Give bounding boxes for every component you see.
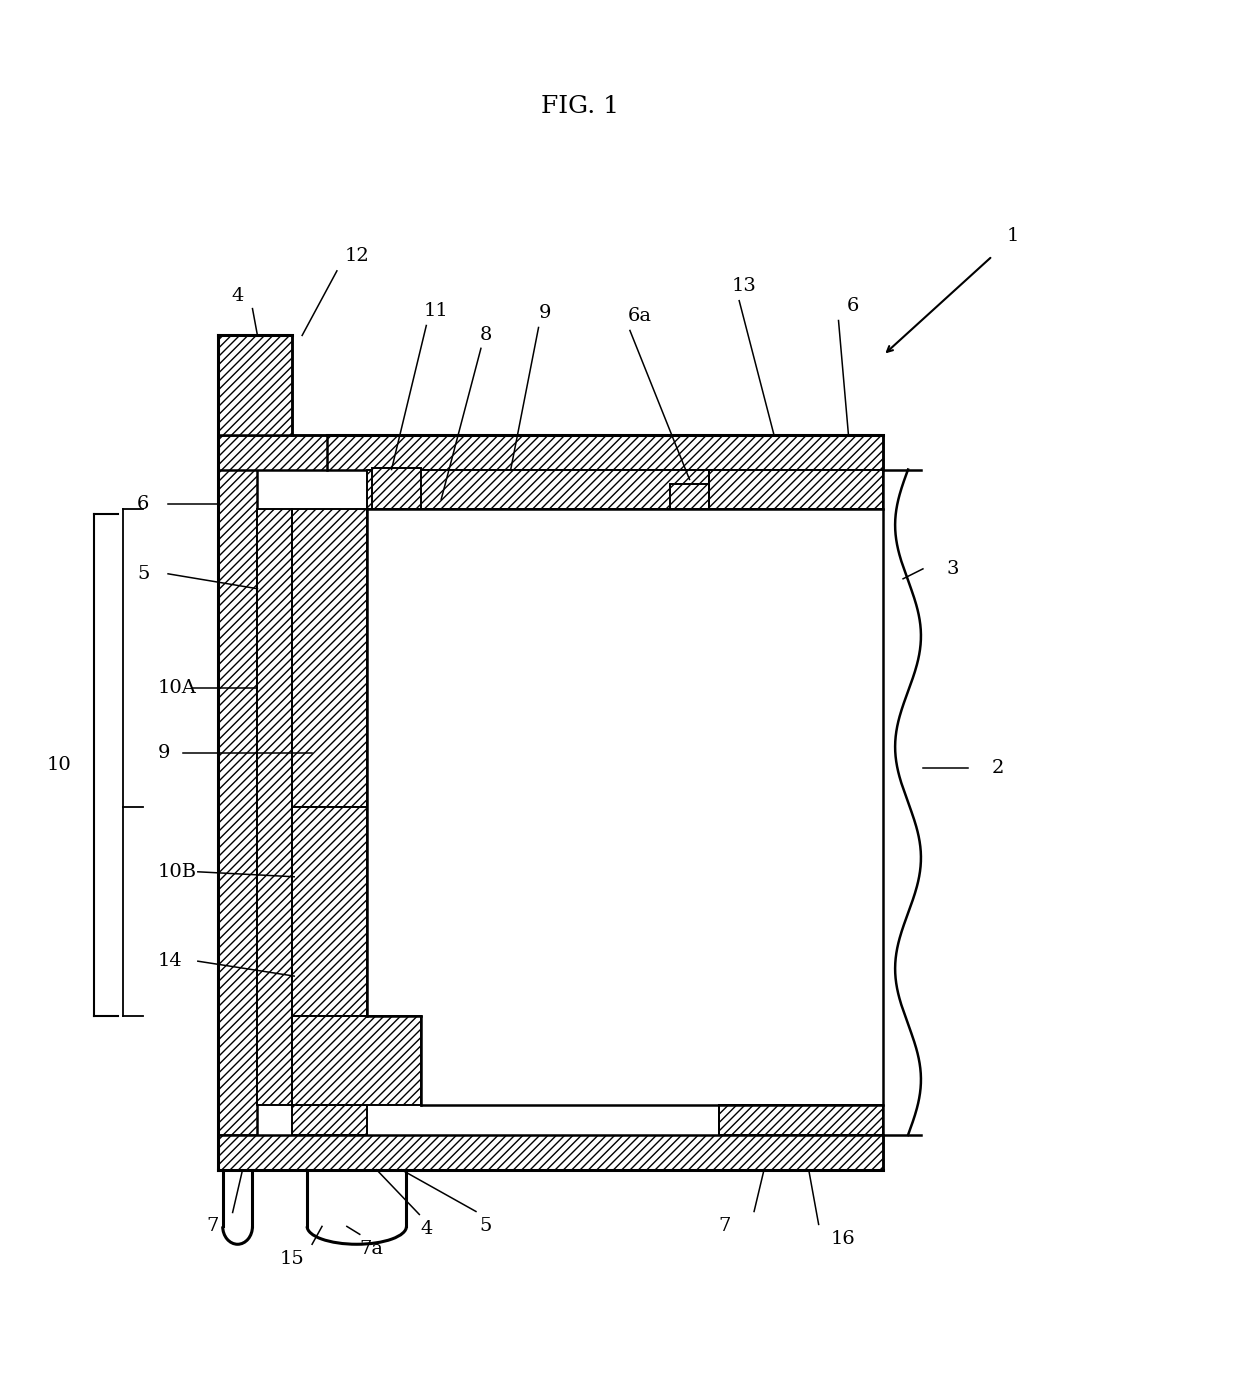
Text: 7: 7 [207,1217,219,1235]
Bar [257,509,292,1105]
Text: 13: 13 [732,276,757,294]
Bar [366,469,709,509]
Bar [218,336,292,434]
Text: 6a: 6a [628,307,652,325]
Bar [669,484,709,509]
Text: 14: 14 [158,952,183,970]
Bar [218,434,883,469]
Text: 4: 4 [421,1220,433,1238]
Text: 7: 7 [719,1217,731,1235]
Text: 7a: 7a [360,1241,383,1259]
Text: 9: 9 [539,304,552,322]
Bar [292,808,366,1016]
Text: FIG. 1: FIG. 1 [542,96,620,118]
Bar [720,1105,883,1135]
Bar [292,1016,422,1105]
Text: 16: 16 [831,1230,856,1248]
Bar [292,1105,366,1135]
Bar [709,469,883,509]
Text: 12: 12 [344,247,369,265]
Bar [371,468,422,509]
Bar [218,1135,883,1170]
Text: 11: 11 [424,301,449,319]
Text: 10A: 10A [158,679,197,697]
Text: 9: 9 [158,744,171,762]
Text: 4: 4 [231,287,244,305]
Text: 8: 8 [480,326,492,344]
Text: 6: 6 [137,496,150,514]
Text: 5: 5 [137,565,150,583]
Text: 3: 3 [946,559,959,577]
Text: 15: 15 [280,1251,304,1269]
Text: 2: 2 [991,758,1003,776]
Text: 10B: 10B [158,863,197,881]
Bar [218,434,257,1135]
Text: 6: 6 [847,297,860,315]
Text: 1: 1 [1006,228,1018,246]
Text: 5: 5 [480,1217,492,1235]
Text: 10: 10 [47,756,72,775]
Bar [292,509,366,808]
